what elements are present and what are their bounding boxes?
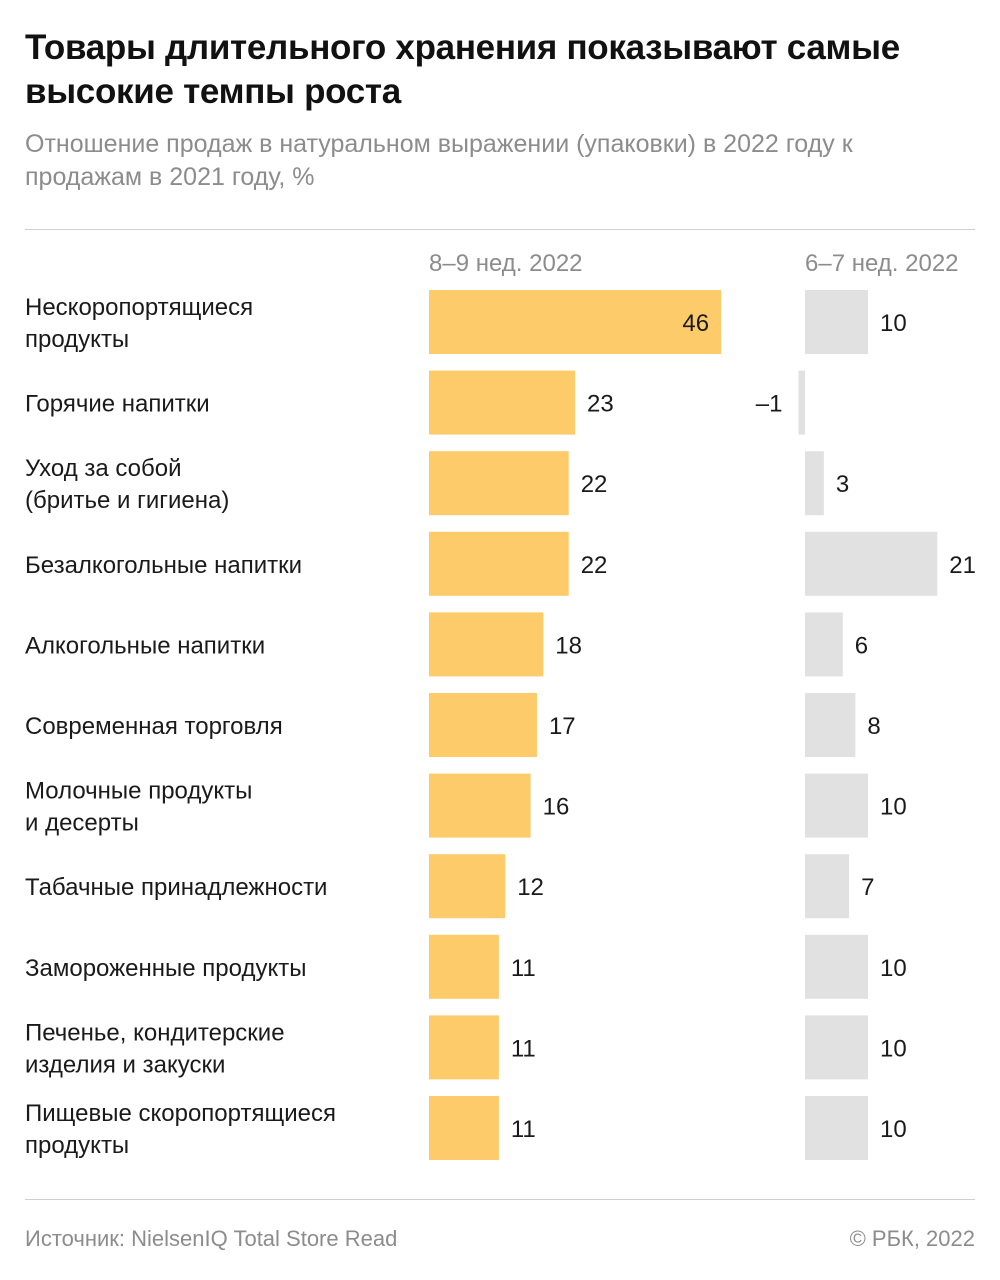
category-label: Пищевые скоропортящиеся	[25, 1100, 336, 1127]
bar-series-2	[805, 451, 824, 516]
value-label-series-2: 21	[949, 552, 976, 579]
value-label-series-2: 10	[880, 310, 907, 337]
value-label-series-1: 22	[581, 552, 608, 579]
value-label-series-1: 11	[511, 1116, 536, 1143]
category-label: Молочные продукты	[25, 778, 252, 805]
copyright: © РБК, 2022	[849, 1226, 975, 1251]
value-label-series-2: 10	[880, 1116, 907, 1143]
category-label: Печенье, кондитерские	[25, 1019, 285, 1046]
chart-title: Товары длительного хранения показывают с…	[25, 28, 900, 111]
value-label-series-1: 17	[549, 713, 576, 740]
category-label: Безалкогольные напитки	[25, 552, 302, 579]
bar-series-1	[429, 773, 531, 838]
bar-series-2	[805, 934, 868, 999]
series-1-header: 8–9 нед. 2022	[429, 250, 583, 277]
bar-series-1	[429, 1096, 499, 1160]
value-label-series-2: 10	[880, 1035, 907, 1062]
value-label-series-1: 22	[581, 471, 608, 498]
category-label: (бритье и гигиена)	[25, 487, 229, 514]
series-2-header: 6–7 нед. 2022	[805, 250, 959, 277]
bar-series-1	[429, 612, 544, 677]
category-label: Горячие напитки	[25, 391, 210, 418]
bar-series-1	[429, 290, 722, 354]
value-label-series-1: 16	[543, 794, 570, 821]
bar-series-1	[429, 934, 499, 999]
bar-series-1	[429, 451, 569, 516]
bar-series-1	[429, 370, 576, 435]
bottom-divider	[25, 1199, 975, 1200]
category-label: Нескоропортящиеся	[25, 294, 253, 321]
bar-series-2	[805, 290, 868, 354]
bar-series-2	[805, 773, 868, 838]
top-divider	[25, 229, 975, 230]
value-label-series-1: 46	[682, 310, 709, 337]
value-label-series-2: 6	[855, 632, 868, 659]
value-label-series-1: 12	[517, 874, 544, 901]
value-label-series-1: 11	[511, 1035, 536, 1062]
bar-series-2	[805, 612, 843, 677]
bar-series-1	[429, 693, 537, 757]
category-label: продукты	[25, 326, 129, 353]
category-label: изделия и закуски	[25, 1051, 225, 1078]
category-label: Табачные принадлежности	[25, 874, 327, 901]
value-label-series-2: 10	[880, 794, 907, 821]
chart-subtitle: Отношение продаж в натуральном выражении…	[25, 130, 853, 191]
bar-series-2	[798, 370, 805, 435]
category-label: и десерты	[25, 810, 139, 837]
bar-series-2	[805, 1096, 868, 1160]
bar-series-1	[429, 854, 506, 919]
category-label: Уход за собой	[25, 455, 182, 482]
bar-series-2	[805, 1015, 868, 1080]
bar-series-1	[429, 1015, 499, 1080]
value-label-series-2: –1	[756, 391, 783, 418]
value-label-series-2: 7	[861, 874, 874, 901]
bar-series-1	[429, 531, 569, 596]
bar-chart: 8–9 нед. 2022 6–7 нед. 2022 Нескоропортящи…	[25, 250, 976, 1160]
value-label-series-1: 23	[587, 391, 614, 418]
bar-series-2	[805, 531, 938, 596]
category-label: Современная торговля	[25, 713, 283, 740]
source-note: Источник: NielsenIQ Total Store Read	[25, 1226, 398, 1251]
category-label: Алкогольные напитки	[25, 632, 265, 659]
category-label: Замороженные продукты	[25, 955, 306, 982]
bar-series-2	[805, 854, 850, 919]
value-label-series-2: 10	[880, 955, 907, 982]
value-label-series-1: 11	[511, 955, 536, 982]
value-label-series-1: 18	[555, 632, 582, 659]
value-label-series-2: 3	[836, 471, 849, 498]
value-label-series-2: 8	[867, 713, 880, 740]
bar-series-2	[805, 693, 856, 757]
category-label: продукты	[25, 1132, 129, 1159]
